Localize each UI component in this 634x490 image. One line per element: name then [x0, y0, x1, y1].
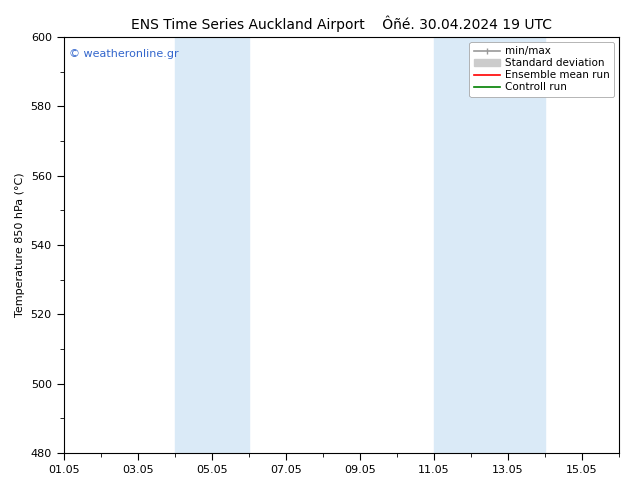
Title: ENS Time Series Auckland Airport    Ôñé. 30.04.2024 19 UTC: ENS Time Series Auckland Airport Ôñé. 30… [131, 15, 552, 31]
Text: © weatheronline.gr: © weatheronline.gr [69, 49, 179, 59]
Y-axis label: Temperature 850 hPa (°C): Temperature 850 hPa (°C) [15, 172, 25, 318]
Bar [434, 37, 545, 453]
Bar [175, 37, 249, 453]
Legend: min/max, Standard deviation, Ensemble mean run, Controll run: min/max, Standard deviation, Ensemble me… [469, 42, 614, 97]
